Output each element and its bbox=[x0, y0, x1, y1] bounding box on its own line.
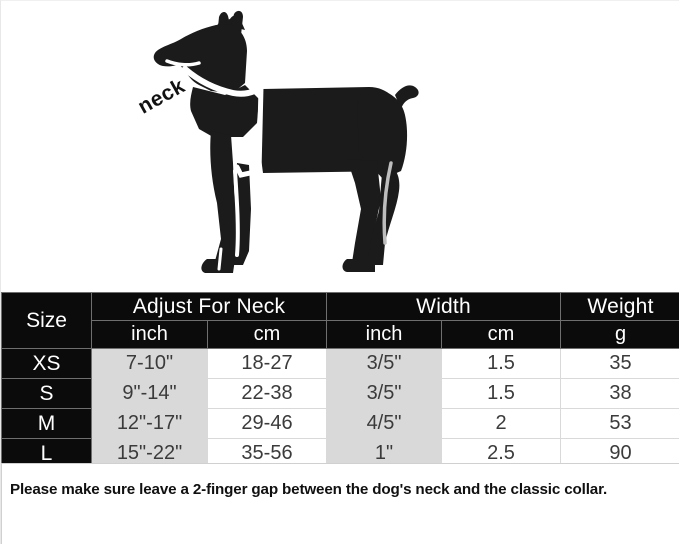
table-row: M 12"-17" 29-46 4/5" 2 53 bbox=[1, 408, 679, 439]
header-unit-width-inch: inch bbox=[326, 320, 443, 349]
cell-neck-cm: 29-46 bbox=[206, 408, 328, 439]
dog-front-leg-highlight-line bbox=[233, 169, 240, 257]
header-unit-width-cm: cm bbox=[441, 320, 562, 349]
dog-silhouette-icon bbox=[153, 10, 419, 273]
footer-note-box: Please make sure leave a 2-finger gap be… bbox=[1, 463, 679, 544]
cell-neck-cm: 18-27 bbox=[206, 348, 328, 379]
dog-tail-path bbox=[395, 85, 419, 109]
table-header: Size Adjust For Neck Width Weight inch c… bbox=[1, 292, 679, 349]
cell-width-inch: 3/5" bbox=[326, 348, 443, 379]
cell-weight-g: 53 bbox=[560, 408, 679, 439]
header-size: Size bbox=[1, 292, 92, 349]
cell-neck-inch: 7-10" bbox=[91, 348, 208, 379]
header-unit-neck-cm: cm bbox=[206, 320, 328, 349]
dog-collar-line bbox=[182, 66, 264, 97]
cell-width-cm: 1.5 bbox=[441, 378, 562, 409]
header-unit-weight-g: g bbox=[560, 320, 679, 349]
dog-paw-separation-line bbox=[217, 247, 223, 271]
dog-muzzle-line bbox=[165, 59, 201, 67]
dog-head-path bbox=[153, 24, 247, 93]
cell-width-inch: 4/5" bbox=[326, 408, 443, 439]
cell-neck-cm: 22-38 bbox=[206, 378, 328, 409]
dog-hind-paw-path bbox=[342, 259, 375, 272]
header-group-width: Width bbox=[326, 292, 562, 321]
header-group-weight: Weight bbox=[560, 292, 679, 321]
table-row: XS 7-10" 18-27 3/5" 1.5 35 bbox=[1, 348, 679, 379]
cell-weight-g: 35 bbox=[560, 348, 679, 379]
dog-shoulder-line bbox=[256, 84, 264, 174]
header-group-adjust-for-neck: Adjust For Neck bbox=[90, 292, 328, 321]
cell-size: XS bbox=[1, 348, 92, 379]
size-chart-table: Size Adjust For Neck Width Weight inch c… bbox=[1, 292, 679, 469]
dog-body-group bbox=[153, 10, 419, 273]
dog-hind-leg-highlight-line bbox=[382, 161, 393, 245]
dog-rump-path bbox=[357, 88, 408, 179]
cell-neck-inch: 9"-14" bbox=[91, 378, 208, 409]
dog-illustration-area: neck bbox=[1, 1, 679, 292]
cell-width-cm: 2 bbox=[441, 408, 562, 439]
table-body: XS 7-10" 18-27 3/5" 1.5 35 S 9"-14" 22-3… bbox=[1, 348, 679, 469]
table-header-row-groups: Size Adjust For Neck Width Weight bbox=[1, 292, 679, 349]
dog-chest-path bbox=[190, 85, 259, 137]
table-row: S 9"-14" 22-38 3/5" 1.5 38 bbox=[1, 378, 679, 409]
cell-size: S bbox=[1, 378, 92, 409]
cell-neck-inch: 12"-17" bbox=[91, 408, 208, 439]
footer-note-text: Please make sure leave a 2-finger gap be… bbox=[10, 481, 608, 498]
cell-width-inch: 3/5" bbox=[326, 378, 443, 409]
dog-chest-separation-line bbox=[234, 164, 262, 178]
cell-weight-g: 38 bbox=[560, 378, 679, 409]
cell-width-cm: 1.5 bbox=[441, 348, 562, 379]
cell-size: M bbox=[1, 408, 92, 439]
table-header-row-units: inch cm inch cm g bbox=[2, 320, 679, 349]
dog-hind-leg-near-path bbox=[347, 159, 381, 269]
header-unit-neck-inch: inch bbox=[91, 320, 208, 349]
